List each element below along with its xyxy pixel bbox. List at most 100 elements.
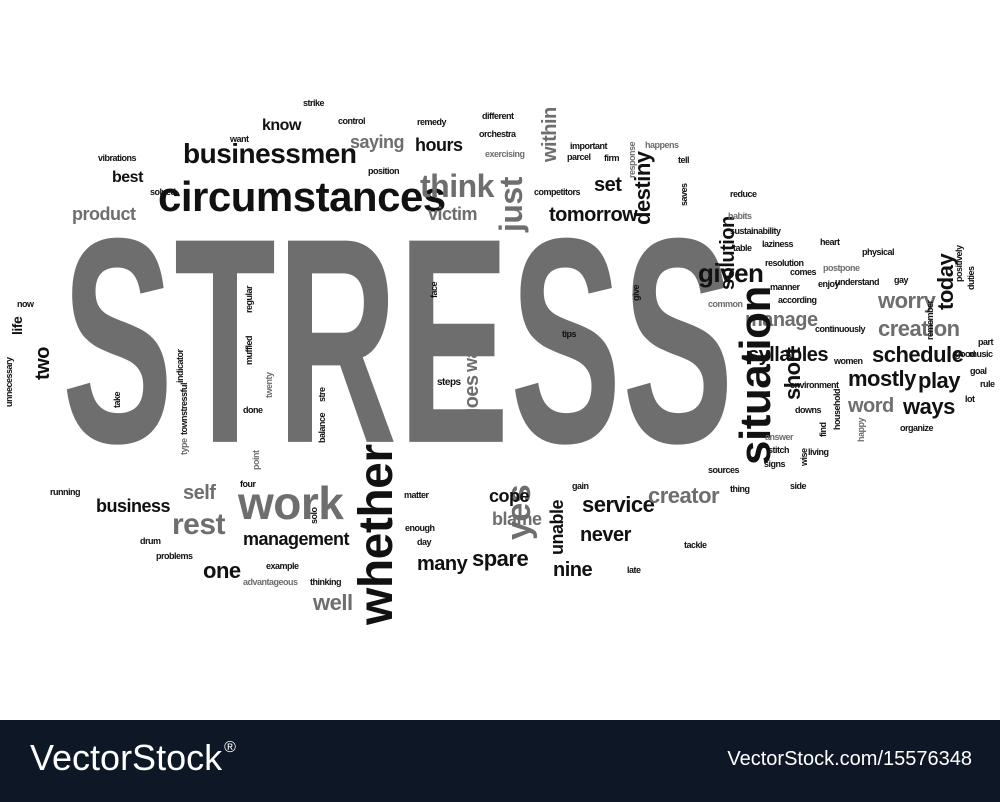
cloud-word: find <box>818 422 828 438</box>
vectorstock-logo: VectorStock ® <box>30 740 236 776</box>
cloud-word: short <box>780 347 805 401</box>
brand-name: VectorStock <box>30 737 223 778</box>
cloud-word: laziness <box>762 239 794 249</box>
headline-word: STRESS <box>62 177 735 505</box>
cloud-word: manner <box>770 282 800 292</box>
cloud-word: women <box>834 356 863 366</box>
cloud-word: tackle <box>684 540 707 550</box>
cloud-word: enough <box>405 523 435 533</box>
cloud-word: thinking <box>310 577 342 587</box>
cloud-word: circumstances <box>158 173 446 220</box>
cloud-word: product <box>72 204 136 224</box>
cloud-word: many <box>417 553 468 575</box>
cloud-word: happens <box>645 140 679 150</box>
cloud-word: sources <box>708 465 740 475</box>
word-cloud-image: STRESS circumstances businessmen know saying… <box>4 98 995 625</box>
cloud-word: postpone <box>823 263 860 273</box>
cloud-word: just <box>493 177 529 232</box>
cloud-word: give <box>631 284 641 301</box>
cloud-word: creator <box>648 483 720 508</box>
cloud-word: best <box>112 169 143 186</box>
cloud-word: now <box>17 299 34 309</box>
cloud-word: way <box>461 339 481 372</box>
cloud-word: saying <box>350 132 405 152</box>
cloud-word: environment <box>790 380 839 390</box>
image-id: VectorStock.com/15576348 <box>727 748 972 770</box>
cloud-word: stressful <box>179 382 189 416</box>
cloud-word: sustainability <box>730 226 781 236</box>
cloud-word: remedy <box>417 117 447 127</box>
cloud-word: stre <box>317 387 327 402</box>
cloud-word: one <box>203 558 241 583</box>
cloud-word: firm <box>604 153 620 163</box>
cloud-word: creation <box>878 316 960 341</box>
cloud-word: goes <box>461 375 483 420</box>
cloud-word: organize <box>900 423 934 433</box>
watermark-bar: VectorStock ® VectorStock.com/15576348 <box>0 720 1000 802</box>
cloud-word: regular <box>244 285 254 313</box>
cloud-word: comes <box>790 267 817 277</box>
cloud-word: may <box>597 369 614 379</box>
cloud-word: done <box>243 405 263 415</box>
cloud-word: saves <box>679 183 689 206</box>
cloud-word: within <box>539 107 561 162</box>
cloud-word: positively <box>954 245 964 282</box>
cloud-word: household <box>832 389 842 430</box>
cloud-word: town <box>179 416 189 435</box>
cloud-word: worry <box>878 288 936 313</box>
cloud-word: lot <box>965 394 975 404</box>
cloud-word: problems <box>156 551 193 561</box>
cloud-word: response <box>627 141 637 178</box>
cloud-word: heart <box>820 237 840 247</box>
cloud-word: tips <box>562 329 577 339</box>
cloud-word: type <box>179 438 189 455</box>
cloud-word: balance <box>317 412 327 443</box>
cloud-word: self <box>183 482 216 504</box>
cloud-word: blame <box>492 509 542 529</box>
cloud-word: steps <box>437 377 461 388</box>
cloud-word: given <box>698 258 764 288</box>
cloud-word: common <box>708 299 743 309</box>
cloud-word: victim <box>428 204 478 224</box>
cloud-word: music <box>969 349 993 359</box>
cloud-word: four <box>240 479 256 489</box>
cloud-word: continuously <box>815 324 866 334</box>
cloud-word: table <box>733 243 752 253</box>
cloud-word: mostly <box>848 366 916 391</box>
cloud-word: business <box>96 496 171 516</box>
cloud-word: management <box>243 529 350 549</box>
cloud-word: syllables <box>748 344 829 366</box>
cloud-word: word <box>848 395 894 417</box>
cloud-word: advantageous <box>243 577 298 587</box>
trademark-symbol: ® <box>224 739 236 756</box>
cloud-word: strike <box>303 98 325 108</box>
cloud-word: late <box>627 565 641 575</box>
cloud-word: want <box>230 134 249 144</box>
cloud-word: nine <box>553 559 593 581</box>
cloud-word: parcel <box>567 152 591 162</box>
cloud-word: tomorrow <box>549 204 638 226</box>
cloud-word: side <box>790 481 807 491</box>
cloud-word: cope <box>489 486 530 506</box>
cloud-word: living <box>808 447 829 457</box>
cloud-word: running <box>50 487 81 497</box>
cloud-word: answer <box>765 432 794 442</box>
cloud-word: set <box>594 174 622 196</box>
cloud-word: unable <box>547 499 567 555</box>
cloud-word: day <box>417 537 432 547</box>
cloud-word: matter <box>404 490 429 500</box>
cloud-word: twenty <box>264 372 274 398</box>
cloud-word: manage <box>745 309 818 331</box>
cloud-word: different <box>482 111 514 121</box>
cloud-word: ways <box>903 394 955 419</box>
cloud-word: important <box>570 141 608 151</box>
cloud-word: drum <box>140 536 161 546</box>
cloud-word: signs <box>764 459 786 469</box>
cloud-word: good <box>955 349 976 359</box>
cloud-word: example <box>266 561 299 571</box>
cloud-word: take <box>112 391 122 408</box>
cloud-word: tell <box>678 155 690 165</box>
cloud-word: resolution <box>765 258 804 268</box>
cloud-word: remember <box>925 300 935 340</box>
cloud-word: part <box>978 337 994 347</box>
